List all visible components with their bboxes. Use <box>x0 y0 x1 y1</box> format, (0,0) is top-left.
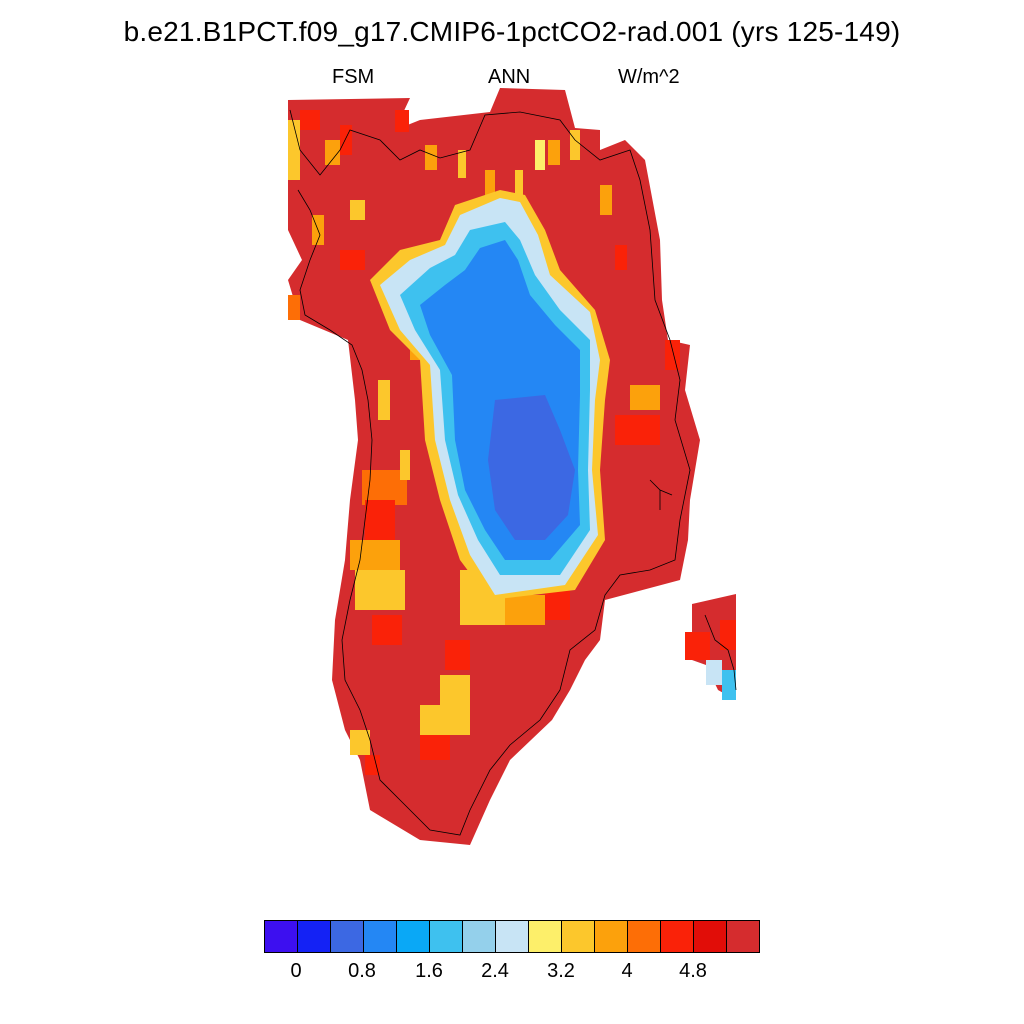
colorbar-tick-label: 4.8 <box>679 960 707 982</box>
map-panel <box>288 88 737 845</box>
colorbar-swatch <box>298 921 331 952</box>
variable-label: FSM <box>332 66 375 88</box>
colorbar-labels: 0 0.8 1.6 2.4 3.2 4 4.8 <box>0 960 1024 990</box>
colorbar-tick-label: 0 <box>290 960 302 982</box>
colorbar-tick-label: 4 <box>621 960 633 982</box>
colorbar-swatch <box>364 921 397 952</box>
colorbar-tick-label: 2.4 <box>481 960 509 982</box>
colorbar-swatch <box>463 921 496 952</box>
colorbar-swatch <box>628 921 661 952</box>
colorbar-swatch <box>430 921 463 952</box>
colorbar-swatch <box>694 921 727 952</box>
colorbar-swatch <box>529 921 562 952</box>
colorbar-swatch <box>496 921 529 952</box>
colorbar-swatch <box>661 921 694 952</box>
coastline <box>289 109 737 836</box>
units-label: W/m^2 <box>618 66 680 88</box>
dark-blue-zone <box>488 395 575 540</box>
colorbar-swatch <box>595 921 628 952</box>
colorbar-swatch <box>727 921 759 952</box>
colorbar-tick-label: 1.6 <box>415 960 443 982</box>
map-title: b.e21.B1PCT.f09_g17.CMIP6-1pctCO2-rad.00… <box>123 16 901 47</box>
colorbar <box>264 920 760 953</box>
colorbar-swatch <box>562 921 595 952</box>
greenland-field <box>288 88 736 845</box>
colorbar-tick-label: 3.2 <box>547 960 575 982</box>
colorbar-swatch <box>331 921 364 952</box>
colorbar-swatch <box>265 921 298 952</box>
colorbar-swatch <box>397 921 430 952</box>
coastal-bands <box>288 110 736 775</box>
colorbar-tick-label: 0.8 <box>348 960 376 982</box>
season-label: ANN <box>488 66 531 88</box>
